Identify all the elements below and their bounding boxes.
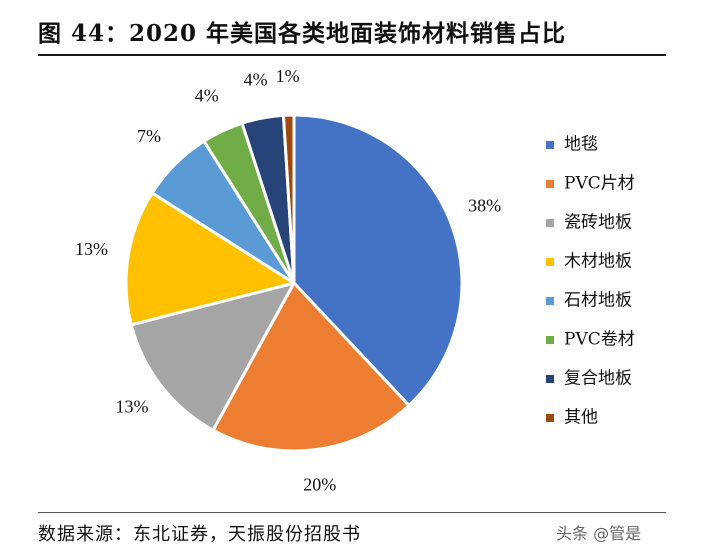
legend-label: 其他 [564, 408, 598, 428]
pie-data-label: 7% [137, 126, 161, 146]
pie-slice-1 [292, 113, 464, 407]
pie-slice-4 [124, 191, 296, 327]
pie-chart: 38% 20% 13% 13% 7% 4% 4% 1% 地毯 PVC片材瓷砖地板木材地板石材地板… [75, 66, 635, 494]
pie-slice-2 [211, 281, 411, 453]
title-divider [38, 54, 666, 56]
legend-swatch [546, 336, 554, 344]
legend-label: PVC卷材 [564, 330, 635, 350]
pie-data-label: 1% [276, 66, 300, 86]
pie-data-labels: 38% 20% 13% 13% 7% 4% 4% 1% [75, 66, 501, 494]
pie-slices [124, 113, 464, 453]
pie-data-label: 4% [244, 70, 268, 90]
legend-swatch [546, 297, 554, 305]
legend-swatch [546, 141, 554, 149]
pie-data-label: 4% [195, 86, 219, 106]
pie-data-label: 20% [303, 475, 336, 495]
pie-slice-8 [281, 113, 296, 285]
legend-label: 复合地板 [564, 369, 632, 389]
footer-divider [38, 512, 666, 513]
chart-title: 图 44：2020 年美国各类地面装饰材料销售占比 [38, 20, 567, 47]
pie-data-label: 13% [116, 397, 149, 417]
legend-label: 瓷砖地板 [564, 213, 632, 233]
legend-swatch [546, 219, 554, 227]
pie-data-label: 13% [75, 239, 108, 259]
legend-swatch [546, 180, 554, 188]
legend-label: 木材地板 [564, 252, 632, 272]
pie-slice-3 [129, 281, 296, 432]
legend-swatch [546, 375, 554, 383]
legend-label: PVC片材 [564, 174, 635, 194]
legend-label: 地毯 [564, 135, 598, 155]
legend-swatch [546, 258, 554, 266]
legend-swatch [546, 414, 554, 422]
pie-data-label: 38% [468, 196, 501, 216]
watermark: 头条 @管是 [556, 524, 642, 543]
source-note: 数据来源：东北证券，天振股份招股书 [38, 524, 361, 545]
legend-label: 石材地板 [564, 291, 632, 311]
